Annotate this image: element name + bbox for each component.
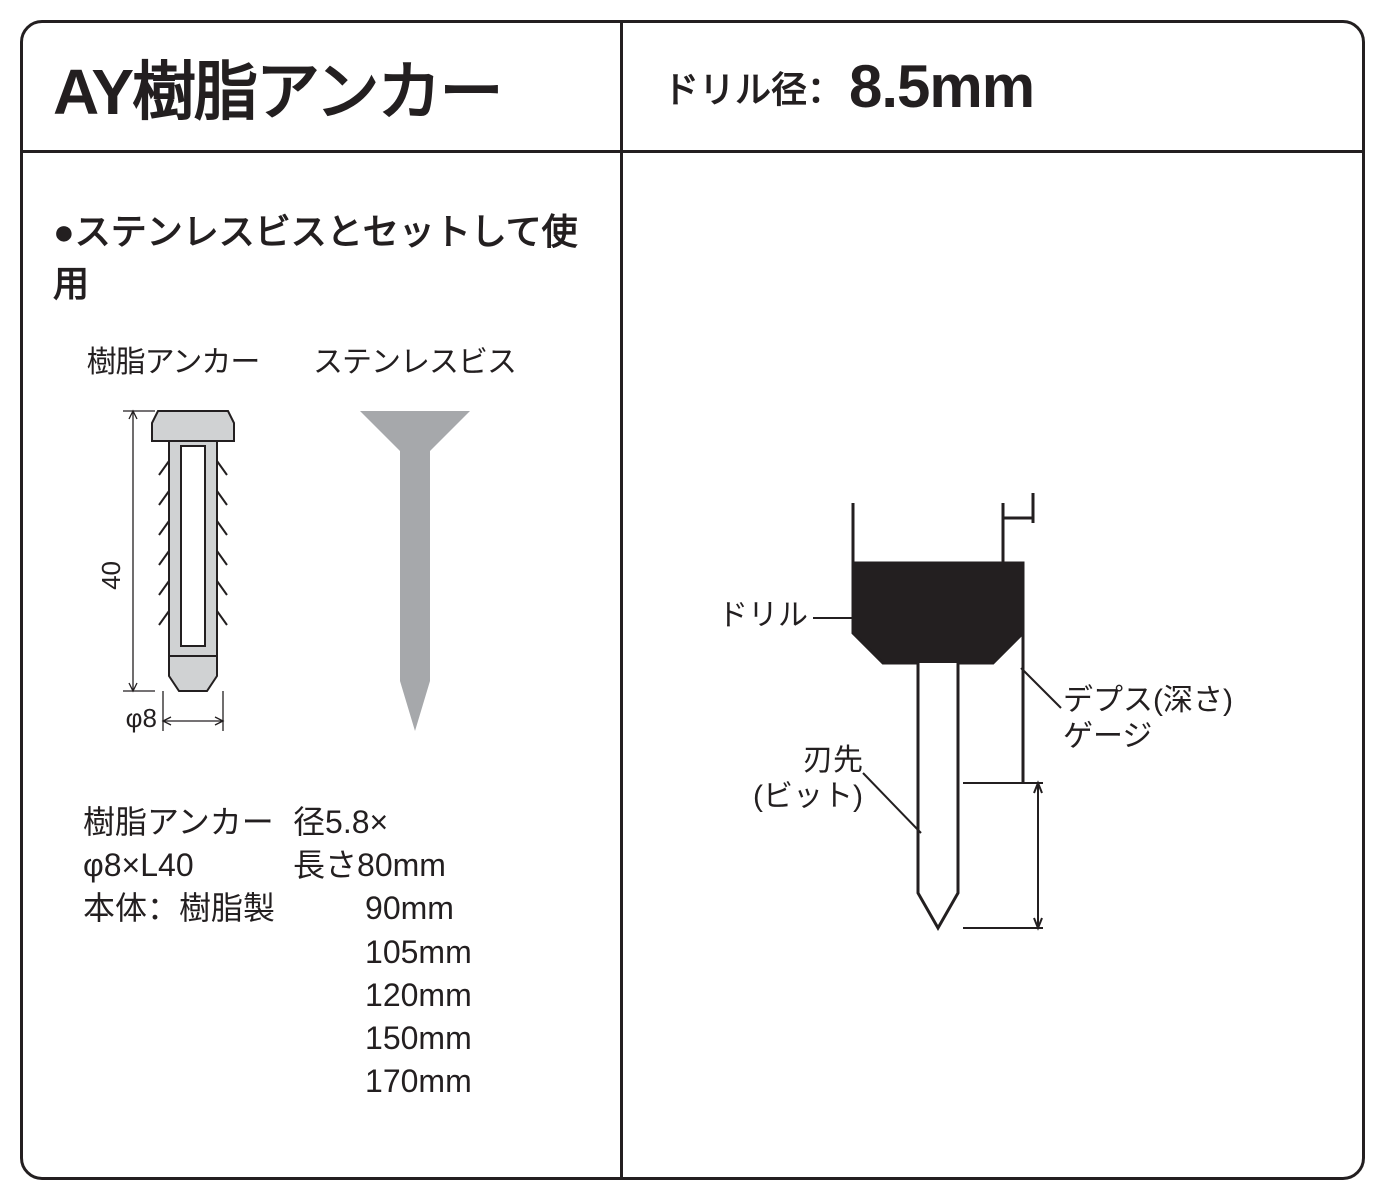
screw-length: 120mm xyxy=(365,974,472,1017)
screw-icon xyxy=(350,391,480,771)
title-cell: AY樹脂アンカー xyxy=(23,23,623,150)
screw-column: ステンレスビス xyxy=(313,337,516,771)
anchor-diagram-icon: 40 xyxy=(63,391,283,771)
right-panel: ドリル 刃先 (ビット) デプス(深さ) ゲージ xyxy=(623,153,1362,1177)
anchor-spec: 樹脂アンカー φ8×L40 本体：樹脂製 xyxy=(83,801,275,1103)
usage-subhead: ●ステンレスビスとセットして使用 xyxy=(53,203,590,307)
parts-row: 樹脂アンカー 40 xyxy=(63,337,590,771)
anchor-spec-line: 本体：樹脂製 xyxy=(83,887,275,930)
screw-label: ステンレスビス xyxy=(313,337,516,381)
anchor-column: 樹脂アンカー 40 xyxy=(63,337,283,771)
drill-diameter-value: 8.5mm xyxy=(849,52,1034,121)
anchor-spec-line: φ8×L40 xyxy=(83,844,275,887)
body-row: ●ステンレスビスとセットして使用 樹脂アンカー 40 xyxy=(23,153,1362,1177)
drill-diagram: ドリル 刃先 (ビット) デプス(深さ) ゲージ xyxy=(663,463,1323,1023)
anchor-spec-line: 樹脂アンカー xyxy=(83,801,275,844)
spec-row: 樹脂アンカー φ8×L40 本体：樹脂製 径5.8× 長さ80mm 90mm 1… xyxy=(83,801,590,1103)
depth-gauge-label: デプス(深さ) ゲージ xyxy=(1063,683,1233,755)
left-panel: ●ステンレスビスとセットして使用 樹脂アンカー 40 xyxy=(23,153,623,1177)
drill-cell: ドリル径： 8.5mm xyxy=(623,23,1362,150)
screw-spec-line: 長さ80mm xyxy=(293,844,472,887)
spec-card: AY樹脂アンカー ドリル径： 8.5mm ●ステンレスビスとセットして使用 樹脂… xyxy=(20,20,1365,1180)
screw-length: 150mm xyxy=(365,1017,472,1060)
drill-body-label: ドリル xyxy=(718,598,808,634)
screw-length: 105mm xyxy=(365,931,472,974)
drill-diameter-label: ドリル径： xyxy=(663,61,843,113)
screw-length-list: 90mm 105mm 120mm 150mm 170mm xyxy=(293,887,472,1103)
screw-spec: 径5.8× 長さ80mm 90mm 105mm 120mm 150mm 170m… xyxy=(293,801,472,1103)
anchor-height-dim: 40 xyxy=(96,561,126,590)
product-title: AY樹脂アンカー xyxy=(53,41,501,133)
bit-label: 刃先 (ビット) xyxy=(733,743,863,815)
anchor-label: 樹脂アンカー xyxy=(87,337,260,381)
header-row: AY樹脂アンカー ドリル径： 8.5mm xyxy=(23,23,1362,153)
screw-length: 90mm xyxy=(365,887,472,930)
anchor-diameter-dim: φ8 xyxy=(126,703,157,733)
screw-spec-line: 径5.8× xyxy=(293,801,472,844)
screw-length: 170mm xyxy=(365,1060,472,1103)
